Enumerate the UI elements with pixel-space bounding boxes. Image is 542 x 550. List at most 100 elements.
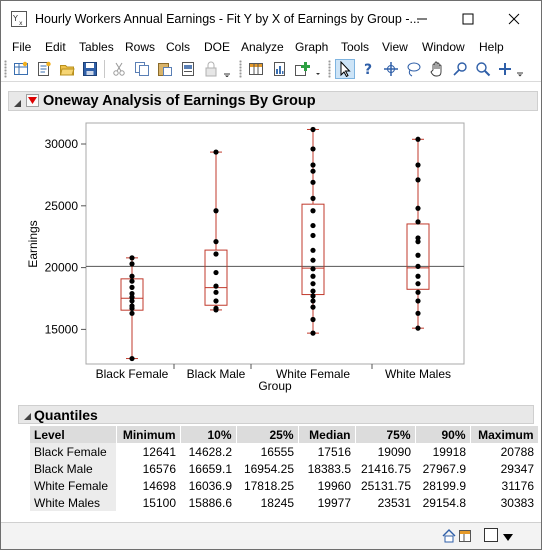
new-data-table-icon[interactable] [11,59,31,79]
data-point [415,136,421,142]
maximize-icon[interactable] [445,1,491,37]
window-title: Hourly Workers Annual Earnings - Fit Y b… [35,12,420,26]
table-cell: 30383 [500,495,534,510]
data-point [415,219,421,225]
x-axis-label: Group [258,379,292,393]
dropdown-arrow-icon[interactable] [503,531,513,545]
menu-tables[interactable]: Tables [79,40,114,54]
table-cell: 15886.6 [188,495,232,510]
column-header: Median [298,426,356,443]
menu-file[interactable]: File [12,40,32,54]
hand-grabber-icon[interactable] [427,59,447,79]
oneway-title: Oneway Analysis of Earnings By Group [43,93,316,109]
data-point [310,266,316,272]
menu-cols[interactable]: Cols [166,40,191,54]
table-cell: 31176 [501,478,534,493]
menu-tools[interactable]: Tools [341,40,370,54]
table-row: Black Male 16576 16659.1 16954.25 18383.… [30,460,538,477]
table-cell: 20788 [500,444,534,459]
oneway-outline-header[interactable]: Oneway Analysis of Earnings By Group [8,91,538,111]
column-header: Level [30,426,117,443]
magnifier-icon[interactable] [473,59,493,79]
toolbar-grip[interactable] [239,60,242,78]
menu-window[interactable]: Window [422,40,465,54]
copy-icon[interactable] [132,59,152,79]
disclosure-open-icon[interactable] [13,97,22,107]
minimize-icon[interactable] [399,1,445,37]
brush-icon[interactable] [450,59,470,79]
quantiles-table: Level Minimum 10% 25% Median 75% 90% Max… [30,426,539,511]
add-icon[interactable] [292,59,312,79]
toolbar-grip[interactable] [4,60,7,78]
y-tick-label: 25000 [45,199,79,213]
paste-icon[interactable] [155,59,175,79]
cut-icon[interactable] [109,59,129,79]
data-table-icon[interactable] [246,59,266,79]
quantiles-outline-header[interactable]: Quantiles [18,405,534,424]
y-tick-label: 15000 [45,322,79,336]
data-point [129,261,135,267]
title-bar: Y x Hourly Workers Annual Earnings - Fit… [1,1,541,37]
report-icon[interactable] [269,59,289,79]
menu-doe[interactable]: DOE [204,40,231,54]
data-point [415,263,421,269]
quantiles-title: Quantiles [34,407,98,423]
box-iqr [204,249,228,306]
table-window-icon[interactable] [458,529,472,546]
save-icon[interactable] [80,59,100,79]
data-point [129,310,135,316]
table-row: White Female 14698 16036.9 17818.25 1996… [30,477,538,494]
data-point [213,239,219,245]
data-point [415,205,421,211]
checkbox-icon[interactable] [484,528,499,546]
red-triangle-menu-icon[interactable] [26,94,39,107]
help-question-icon[interactable]: ? [358,59,378,79]
toolbar-separator [104,60,105,78]
x-tick-label: Black Female [96,367,169,381]
column-header: 10% [180,426,237,443]
table-cell: Black Female [30,443,116,460]
lasso-icon[interactable] [404,59,424,79]
menu-graph[interactable]: Graph [295,40,329,54]
new-script-icon[interactable] [34,59,54,79]
data-point [310,330,316,336]
crosshair-icon[interactable] [381,59,401,79]
lock-icon[interactable] [201,59,221,79]
data-point [310,222,316,229]
table-cell: 16954.25 [243,461,294,476]
table-cell: 16036.9 [188,478,232,493]
table-cell: 19918 [432,444,466,459]
menu-view[interactable]: View [382,40,408,54]
menu-help[interactable]: Help [479,40,504,54]
data-point [310,316,316,323]
data-point [310,273,316,279]
open-icon[interactable] [57,59,77,79]
data-point [129,303,135,309]
close-icon[interactable] [491,1,537,37]
toolbar-overflow-icon[interactable] [516,59,524,79]
table-cell: 29347 [500,461,534,476]
table-cell: 19977 [317,495,351,510]
arrow-select-icon[interactable] [335,59,355,79]
annotate-plus-icon[interactable] [495,59,515,79]
toolbar-overflow-icon[interactable] [223,59,231,79]
menu-rows[interactable]: Rows [125,40,156,54]
home-icon[interactable] [442,529,456,546]
menu-edit[interactable]: Edit [45,40,66,54]
x-tick-label: Black Male [187,367,246,381]
table-cell: 29154.8 [422,495,466,510]
data-point [213,289,219,295]
data-point [415,289,421,295]
disclosure-open-icon[interactable] [23,410,32,420]
toolbar-overflow-icon[interactable] [314,59,322,79]
toolbar-grip[interactable] [328,60,331,78]
table-cell: 17818.25 [243,478,294,493]
oneway-plot[interactable]: 15000 20000 25000 30000 Black Female Black M… [4,83,540,399]
data-point [213,208,219,214]
table-cell: White Female [30,477,116,494]
data-point [310,162,316,168]
menu-analyze[interactable]: Analyze [241,40,284,54]
journal-icon[interactable] [178,59,198,79]
data-point [310,195,316,201]
